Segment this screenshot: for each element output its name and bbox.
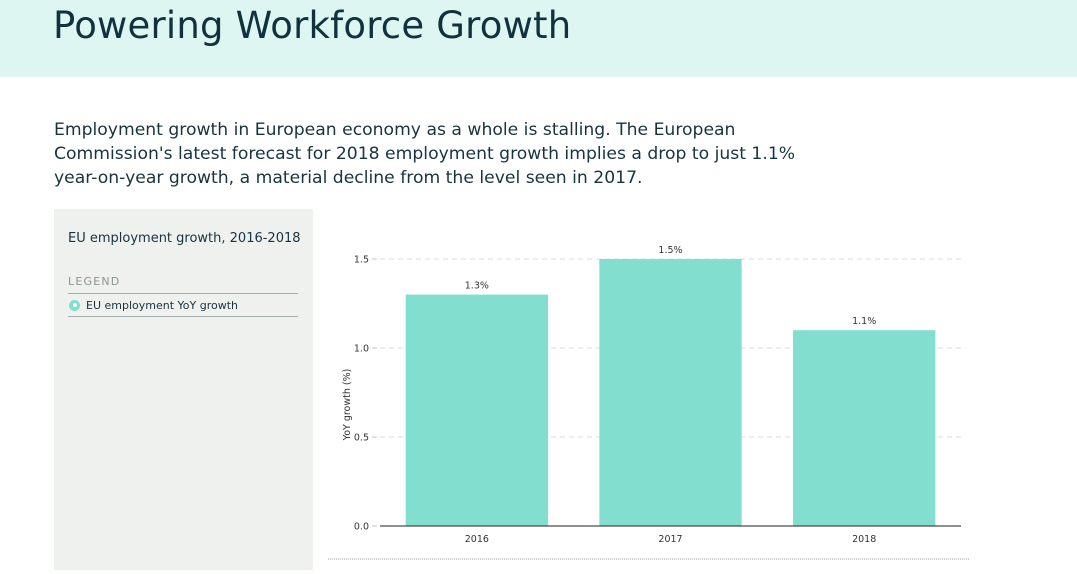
legend-swatch-icon — [69, 299, 80, 311]
y-axis-label: YoY growth (%) — [342, 369, 353, 442]
bar-chart: 0.0 0.5 1.0 1.5 YoY growth (%) 1.3% 2016 1.5% 20… — [328, 245, 970, 560]
x-tick-label: 2016 — [465, 534, 489, 545]
data-label: 1.5% — [658, 245, 682, 256]
x-tick-label: 2018 — [852, 534, 876, 545]
bar-2016 — [405, 294, 549, 526]
bar-2017 — [599, 259, 742, 526]
x-tick-label: 2017 — [658, 534, 682, 545]
header-banner: Powering Workforce Growth — [0, 0, 1077, 77]
bar-2018 — [792, 330, 936, 526]
page-title: Powering Workforce Growth — [53, 4, 572, 47]
data-label: 1.1% — [852, 316, 876, 327]
legend-item-eu-employment[interactable]: EU employment YoY growth — [68, 295, 298, 315]
legend-heading: LEGEND — [68, 275, 121, 288]
intro-paragraph: Employment growth in European economy as… — [54, 120, 796, 188]
chart-title: EU employment growth, 2016-2018 — [68, 231, 301, 246]
y-tick-label: 0.0 — [354, 522, 369, 533]
chart-area: 0.0 0.5 1.0 1.5 YoY growth (%) 1.3% 2016 1.5% 20… — [328, 230, 978, 570]
y-tick-label: 1.0 — [354, 344, 369, 355]
legend-divider — [68, 293, 298, 294]
chart-side-panel: EU employment growth, 2016-2018 LEGEND E… — [54, 209, 313, 570]
y-tick-label: 0.5 — [354, 433, 369, 444]
y-tick-label: 1.5 — [354, 255, 369, 266]
legend-item-label: EU employment YoY growth — [86, 298, 239, 312]
legend-divider — [68, 316, 298, 317]
data-label: 1.3% — [465, 281, 489, 292]
